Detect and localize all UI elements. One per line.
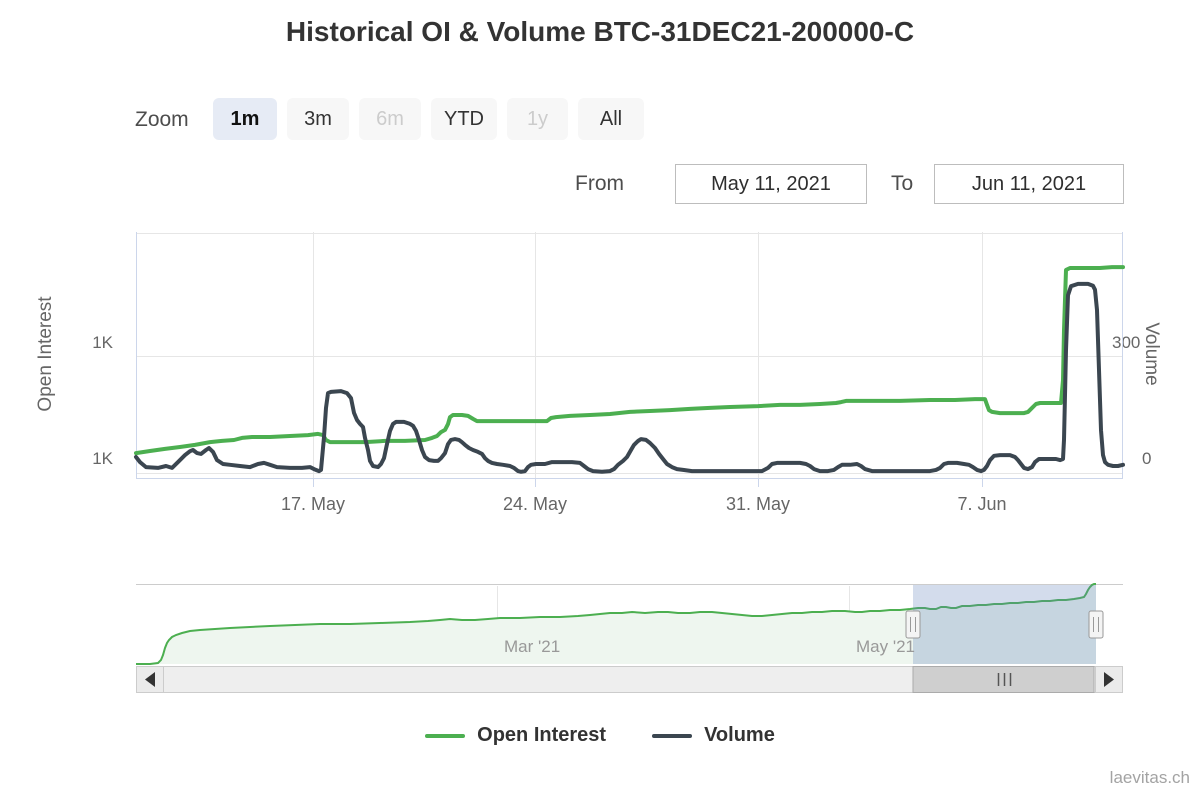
x-axis-label: 24. May	[502, 494, 568, 514]
series-line-volume[interactable]	[134, 281, 1125, 474]
range-from-label: From	[575, 172, 624, 195]
x-axis-ticks	[313, 478, 983, 487]
zoom-button-ytd[interactable]: YTD	[431, 98, 497, 140]
oi-tick-label: 1K	[92, 449, 113, 468]
zoom-button-1m[interactable]: 1m	[213, 98, 277, 140]
legend-item-open-interest[interactable]: Open Interest	[425, 724, 606, 747]
oi-tick-label: 1K	[92, 333, 113, 352]
legend-label: Open Interest	[477, 724, 607, 746]
navigator-handle-left[interactable]	[905, 610, 921, 639]
scrollbar-right-button[interactable]	[1095, 666, 1123, 693]
x-axis-label: 31. May	[725, 494, 791, 514]
navigator	[136, 583, 1123, 665]
navigator-selection[interactable]	[913, 585, 1096, 664]
page-title: Historical OI & Volume BTC-31DEC21-20000…	[285, 16, 915, 47]
navigator-handle-right[interactable]	[1088, 610, 1104, 639]
oi-axis-title: Open Interest	[35, 296, 56, 412]
scrollbar-left-button[interactable]	[136, 666, 164, 693]
scrollbar	[136, 666, 1123, 693]
main-gridlines	[136, 232, 1123, 478]
zoom-button-3m[interactable]: 3m	[287, 98, 349, 140]
main-series	[134, 265, 1125, 474]
navigator-axis-label: May '21	[856, 637, 915, 656]
zoom-toolbar-label: Zoom	[135, 108, 189, 131]
navigator-axis-label: Mar '21	[504, 637, 561, 656]
x-axis-label: 7. Jun	[957, 494, 1007, 514]
legend-label: Volume	[704, 724, 775, 746]
range-from-input[interactable]	[675, 164, 867, 204]
legend: Open Interest Volume	[0, 724, 1200, 747]
volume-tick-label: 300	[1112, 333, 1141, 352]
range-to-label: To	[891, 172, 914, 195]
volume-tick-label: 0	[1142, 449, 1152, 468]
watermark: laevitas.ch	[1109, 768, 1190, 787]
legend-item-volume[interactable]: Volume	[652, 724, 775, 747]
zoom-button-all[interactable]: All	[578, 98, 644, 140]
range-to-input[interactable]	[934, 164, 1124, 204]
scrollbar-thumb[interactable]	[912, 666, 1095, 693]
volume-swatch-icon	[652, 733, 693, 738]
zoom-button-6m[interactable]: 6m	[359, 98, 421, 140]
zoom-button-1y[interactable]: 1y	[507, 98, 568, 140]
x-axis-label: 17. May	[280, 494, 346, 514]
series-line-oi[interactable]	[134, 265, 1125, 456]
open-interest-swatch-icon	[425, 733, 466, 738]
